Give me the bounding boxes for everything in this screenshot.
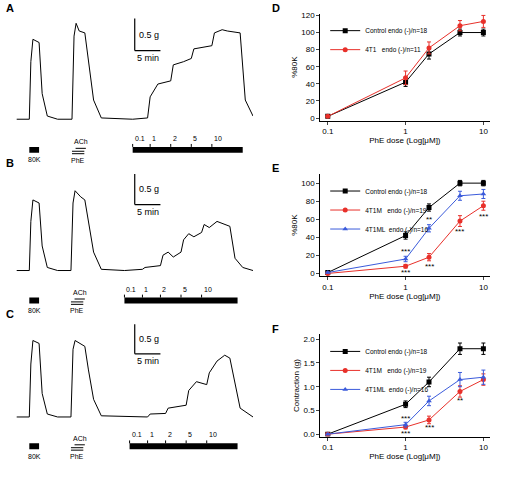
svg-text:B: B [6,157,14,169]
svg-text:0.5 g: 0.5 g [139,334,159,344]
svg-text:***: *** [401,429,410,438]
svg-text:4T1M endo (-)/n=19: 4T1M endo (-)/n=19 [365,367,427,375]
svg-text:80K: 80K [28,453,41,460]
svg-text:PhE dose (Log[μM]): PhE dose (Log[μM]) [369,452,441,461]
svg-text:100: 100 [301,179,315,188]
svg-text:Control endo (-)/n=18: Control endo (-)/n=18 [365,188,427,196]
svg-text:0.5: 0.5 [304,406,316,415]
svg-text:40: 40 [306,233,315,242]
svg-text:4T1ML endo (-)/n=16: 4T1ML endo (-)/n=16 [365,386,428,394]
svg-text:4T1ML endo (-)/n=16: 4T1ML endo (-)/n=16 [365,226,428,234]
svg-text:***: *** [401,247,410,256]
svg-text:10: 10 [479,443,488,452]
svg-text:***: *** [401,268,410,277]
svg-text:PhE dose (Log[μM]): PhE dose (Log[μM]) [369,292,441,301]
svg-text:20: 20 [306,97,315,106]
svg-text:**: ** [426,215,432,224]
svg-text:60: 60 [306,215,315,224]
svg-text:ACh: ACh [74,138,88,145]
svg-text:0.1: 0.1 [322,283,334,292]
svg-text:ACh: ACh [73,435,87,442]
svg-text:5 min: 5 min [137,207,159,217]
svg-text:***: *** [425,262,434,271]
svg-text:PhE: PhE [71,157,85,164]
svg-text:5: 5 [183,286,187,293]
svg-text:10: 10 [204,286,212,293]
svg-text:80K: 80K [28,156,41,163]
svg-text:5 min: 5 min [137,356,159,366]
svg-text:2: 2 [173,135,177,142]
svg-text:Control endo (-)/n=18: Control endo (-)/n=18 [365,348,427,356]
svg-text:PhE dose (Log[μM]): PhE dose (Log[μM]) [369,136,441,145]
svg-text:40: 40 [306,80,315,89]
svg-text:A: A [6,2,14,14]
svg-text:10: 10 [209,431,217,438]
svg-text:10: 10 [479,283,488,292]
svg-text:PhE: PhE [70,453,84,460]
svg-text:100: 100 [301,28,315,37]
svg-text:10: 10 [479,127,488,136]
svg-text:Control endo (-)/n=18: Control endo (-)/n=18 [365,27,427,35]
svg-text:2.0: 2.0 [304,335,316,344]
svg-text:0.1: 0.1 [132,431,142,438]
svg-text:***: *** [479,212,488,221]
svg-text:**: ** [457,396,463,405]
svg-text:80K: 80K [28,307,41,314]
svg-text:0: 0 [310,114,315,123]
svg-text:5 min: 5 min [137,53,159,63]
svg-text:***: *** [401,414,410,423]
svg-text:80: 80 [306,197,315,206]
svg-text:1: 1 [144,286,148,293]
svg-text:1: 1 [150,431,154,438]
svg-text:1: 1 [403,283,408,292]
svg-text:0.0: 0.0 [304,430,316,439]
svg-text:E: E [272,162,279,174]
svg-text:1.5: 1.5 [304,359,316,368]
svg-text:0.1: 0.1 [322,443,334,452]
svg-text:5: 5 [188,431,192,438]
svg-text:D: D [272,2,280,14]
svg-text:%80K: %80K [290,214,299,236]
svg-text:F: F [272,323,279,335]
svg-text:0.1: 0.1 [322,127,334,136]
svg-text:C: C [6,308,14,320]
svg-text:***: *** [425,423,434,432]
svg-text:5: 5 [193,135,197,142]
svg-text:PhE: PhE [70,307,84,314]
svg-text:120: 120 [301,11,315,20]
svg-text:***: *** [455,227,464,236]
svg-text:60: 60 [306,63,315,72]
svg-text:0.5 g: 0.5 g [139,30,159,40]
svg-text:4T1M endo (-)/n=19: 4T1M endo (-)/n=19 [365,207,427,215]
svg-text:20: 20 [306,251,315,260]
svg-text:%80K: %80K [290,56,299,78]
svg-text:2: 2 [162,286,166,293]
svg-text:80: 80 [306,45,315,54]
svg-text:0.1: 0.1 [126,286,136,293]
svg-text:2: 2 [168,431,172,438]
svg-text:1.0: 1.0 [304,383,316,392]
svg-text:1: 1 [403,127,408,136]
svg-text:1: 1 [403,443,408,452]
svg-text:0.1: 0.1 [135,135,145,142]
svg-text:0.5 g: 0.5 g [139,184,159,194]
svg-text:0: 0 [310,269,315,278]
svg-text:1: 1 [152,135,156,142]
svg-text:Contraction (g): Contraction (g) [292,359,301,412]
svg-text:ACh: ACh [73,289,87,296]
svg-text:10: 10 [214,135,222,142]
svg-text:4T1 endo (-)/n=11: 4T1 endo (-)/n=11 [365,46,421,54]
